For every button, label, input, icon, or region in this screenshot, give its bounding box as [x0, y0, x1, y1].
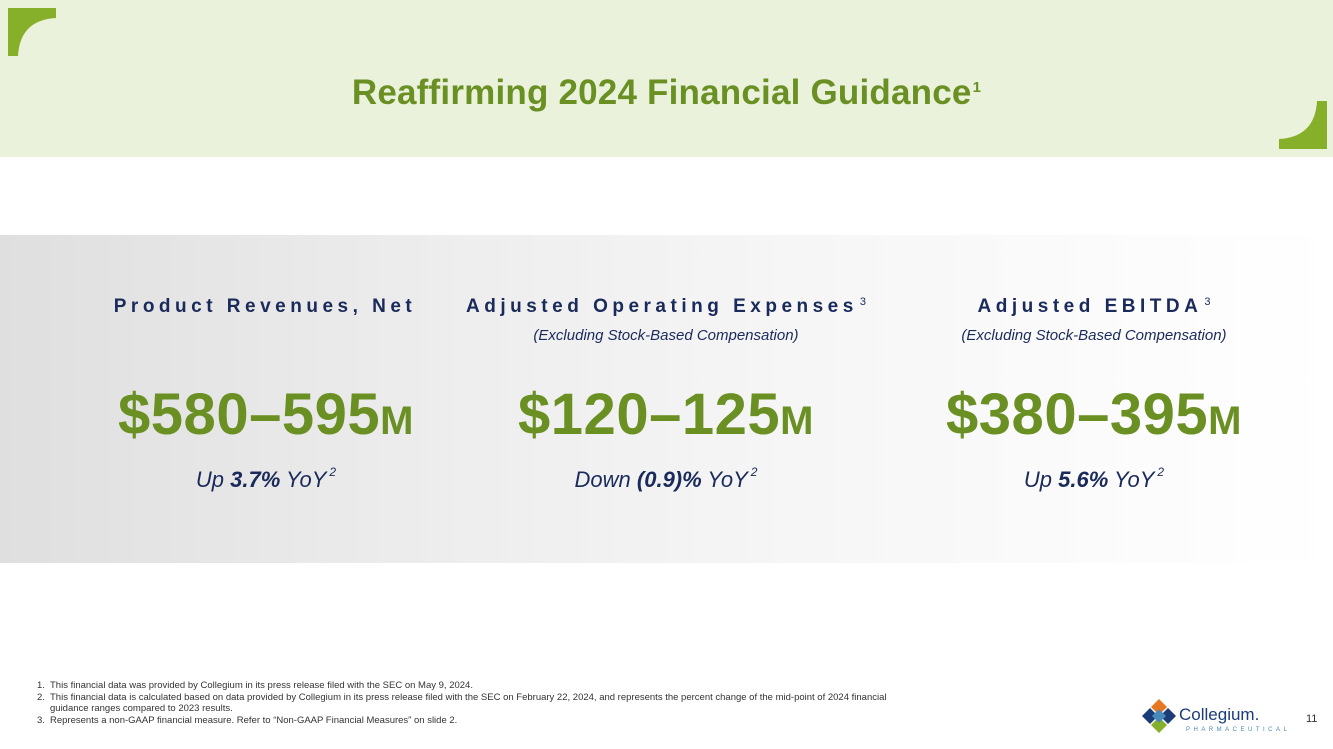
metric-label: Product Revenues, Net	[36, 296, 496, 318]
guidance-band: Product Revenues, Net $580–595M Up 3.7% …	[0, 235, 1333, 563]
metric-value-range: $580–595	[118, 382, 381, 447]
metric-change: Up 3.7% YoY 2	[36, 465, 496, 493]
metric-card-revenues: Product Revenues, Net $580–595M Up 3.7% …	[36, 235, 496, 563]
metric-value-unit: M	[780, 399, 814, 443]
change-prefix: Down	[574, 467, 637, 492]
corner-accent-bottom-right	[1279, 101, 1327, 149]
change-suffix: YoY	[280, 467, 327, 492]
metric-label-text: Adjusted Operating Expenses	[466, 296, 858, 317]
change-value: (0.9)%	[636, 467, 702, 492]
metric-value-range: $120–125	[518, 382, 781, 447]
footnote-text: Represents a non-GAAP financial measure.…	[50, 714, 458, 726]
metric-label-footnote-ref: 3	[1204, 296, 1211, 308]
metric-value: $120–125M	[436, 381, 896, 448]
metric-change: Down (0.9)% YoY 2	[436, 465, 896, 493]
change-footnote-ref: 2	[750, 465, 758, 479]
metric-label: Adjusted Operating Expenses 3	[436, 296, 896, 318]
title-footnote-ref: 1	[972, 79, 982, 96]
metric-value: $380–395M	[864, 381, 1324, 448]
metric-change: Up 5.6% YoY 2	[864, 465, 1324, 493]
metric-label-text: Adjusted EBITDA	[977, 296, 1203, 317]
footnote-text: This financial data was provided by Coll…	[50, 680, 473, 691]
change-suffix: YoY	[701, 467, 748, 492]
footnote-number: 3.	[37, 714, 45, 726]
change-footnote-ref: 2	[329, 465, 337, 479]
metric-sublabel: (Excluding Stock-Based Compensation)	[961, 327, 1227, 344]
metric-value-range: $380–395	[946, 382, 1209, 447]
metric-value-unit: M	[1208, 399, 1242, 443]
change-value: 5.6%	[1058, 467, 1109, 492]
header-banner: Reaffirming 2024 Financial Guidance1	[0, 0, 1333, 157]
corner-accent-top-left	[8, 8, 56, 56]
footnotes: 1. This financial data was provided by Co…	[37, 680, 897, 726]
metric-value: $580–595M	[36, 381, 496, 448]
page-title-text: Reaffirming 2024 Financial Guidance	[351, 73, 972, 112]
footnote-2: 2. This financial data is calculated base…	[37, 692, 897, 715]
footnote-3: 3. Represents a non-GAAP financial measur…	[37, 715, 897, 727]
metric-card-operating-expenses: Adjusted Operating Expenses 3 (Excluding …	[436, 235, 896, 563]
metric-label-footnote-ref: 3	[859, 296, 866, 308]
change-footnote-ref: 2	[1157, 465, 1165, 479]
change-value: 3.7%	[230, 467, 281, 492]
footnote-number: 2.	[37, 691, 45, 703]
collegium-logo: Collegium. PHARMACEUTICAL	[1140, 697, 1287, 739]
logo-tagline: PHARMACEUTICAL	[1186, 727, 1291, 733]
change-prefix: Up	[1023, 467, 1059, 492]
collegium-logo-icon	[1142, 699, 1176, 733]
logo-wordmark: Collegium.	[1179, 705, 1260, 724]
footnote-number: 1.	[37, 680, 45, 691]
footnote-1: 1. This financial data was provided by Co…	[37, 680, 897, 692]
footnote-text: This financial data is calculated based …	[50, 691, 887, 715]
page-number: 11	[1306, 713, 1318, 725]
page-title: Reaffirming 2024 Financial Guidance1	[0, 73, 1333, 113]
change-suffix: YoY	[1108, 467, 1155, 492]
metric-card-ebitda: Adjusted EBITDA 3 (Excluding Stock-Based …	[864, 235, 1324, 563]
metric-sublabel: (Excluding Stock-Based Compensation)	[533, 327, 799, 344]
change-prefix: Up	[195, 467, 231, 492]
metric-value-unit: M	[380, 399, 414, 443]
metric-label: Adjusted EBITDA 3	[864, 296, 1324, 318]
metric-label-text: Product Revenues, Net	[113, 296, 417, 317]
